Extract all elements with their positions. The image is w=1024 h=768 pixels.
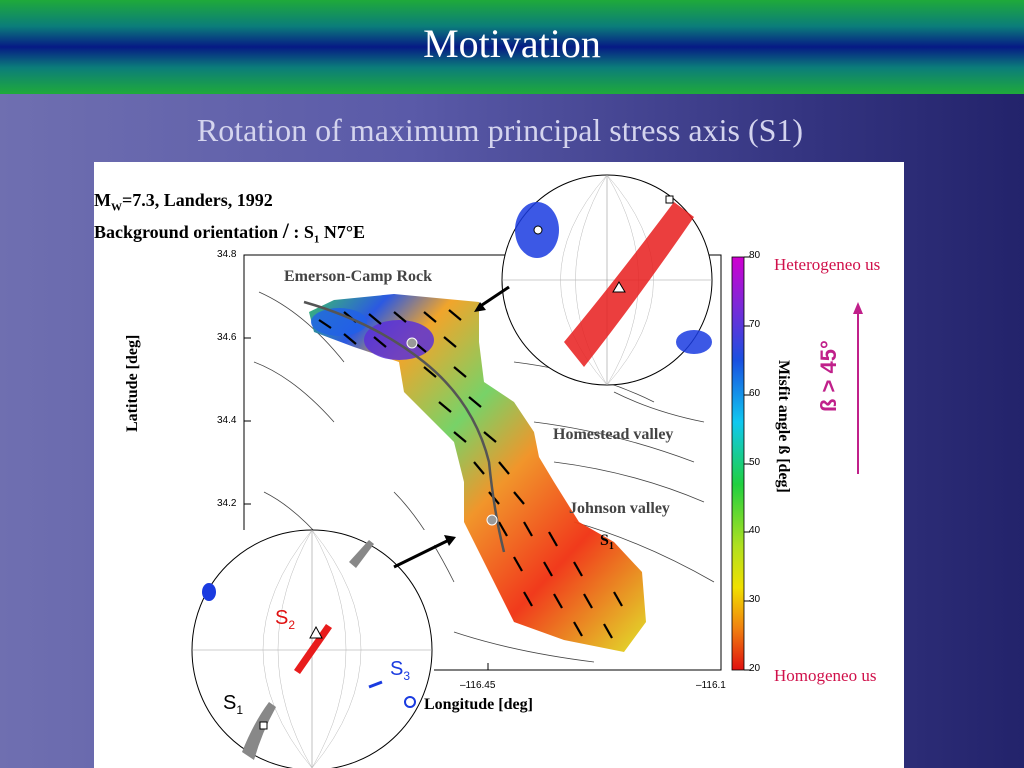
cb-tick-60: 60: [749, 388, 761, 399]
map-frame: [243, 254, 722, 671]
xtick-1161: –116.1: [696, 680, 726, 691]
place-johnson: Johnson valley: [569, 500, 670, 517]
y-axis-label: Latitude [deg]: [124, 334, 141, 432]
blue-patch: [311, 308, 367, 336]
s3-label: S3: [390, 658, 411, 683]
s2-label: S2: [275, 607, 296, 632]
cb-tick-40: 40: [749, 525, 761, 536]
figure-svg: [190, 174, 863, 768]
place-homestead: Homestead valley: [553, 426, 674, 443]
fault-zone-misfit: [309, 294, 646, 652]
s1-stereonet-label: S1: [223, 692, 244, 717]
high-misfit-patch: [364, 320, 434, 360]
stereonet-lower: [190, 529, 434, 768]
colorbar-label: Misfit angle ß [deg]: [775, 360, 792, 493]
cb-tick-80: 80: [749, 250, 761, 261]
figure-panel: MW=7.3, Landers, 1992 Background orienta…: [94, 162, 904, 768]
cb-tick-20: 20: [749, 663, 761, 674]
homogeneous-label: Homogeneo us: [774, 666, 877, 685]
cb-tick-50: 50: [749, 457, 761, 468]
s1-band-lower: [242, 702, 276, 760]
place-emerson: Emerson-Camp Rock: [284, 268, 432, 285]
s3-point-left: [202, 583, 216, 601]
s1-label-map: S1: [600, 532, 614, 553]
cb-tick-70: 70: [749, 319, 761, 330]
s2-band-lower: [294, 624, 332, 674]
cb-tick-30: 30: [749, 594, 761, 605]
s3-dash: [368, 680, 383, 689]
colorbar: [731, 256, 745, 671]
s1-band-upper-right: [349, 540, 374, 568]
slash-icon: /: [282, 218, 289, 243]
colorbar-ticks: [744, 256, 750, 671]
site-marker-north: [406, 337, 418, 349]
ytick-346: 34.6: [217, 332, 237, 343]
title-bar: [0, 0, 1024, 94]
x-axis-label: Longitude [deg]: [424, 696, 533, 713]
s1-band-upper: [564, 202, 694, 367]
stereonet-upper: [501, 174, 713, 386]
ytick-348: 34.8: [217, 249, 237, 260]
event-title: MW=7.3, Landers, 1992: [94, 190, 273, 214]
slide-subtitle: Rotation of maximum principal stress axi…: [196, 112, 804, 148]
arrow-to-upper-net: [478, 285, 510, 309]
arrow-to-lower-net: [393, 538, 450, 569]
site-marker-south: [486, 514, 498, 526]
main-fault-trace: [303, 300, 506, 553]
heterogeneous-label: Heterogeneo us: [774, 255, 881, 274]
ytick-344: 34.4: [217, 415, 237, 426]
background-orientation: Background orientation / : S1 N7°E: [94, 218, 366, 246]
xtick-11645: –116.45: [460, 680, 496, 691]
beta-threshold-label: ß > 45°: [816, 340, 841, 412]
s3-cluster-lower-right: [676, 330, 712, 354]
slide-title: Motivation: [423, 21, 601, 66]
ytick-342: 34.2: [217, 498, 237, 509]
stress-ticks: [318, 309, 623, 639]
